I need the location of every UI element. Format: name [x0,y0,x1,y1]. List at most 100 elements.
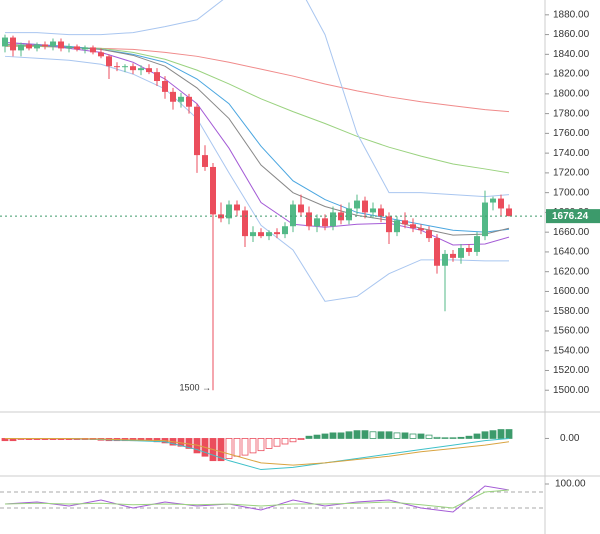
price-label: 1676.24 [552,211,589,222]
candle-body [170,91,176,102]
candle-body [202,155,208,167]
y-tick-label: 100.00 [555,479,586,490]
histogram-bar [449,437,457,439]
candle-body [178,96,184,102]
candle-body [26,44,32,49]
candle-body [298,204,304,213]
candle-body [90,47,96,53]
candle-body [394,220,400,233]
y-tick-label: 1700.00 [553,187,590,198]
histogram-bar [369,431,377,439]
candle-body [306,212,312,227]
candle-body [322,218,328,227]
histogram-bar [465,435,473,439]
histogram-bar [481,431,489,439]
histogram-bar [417,433,425,439]
candle-body [274,232,280,235]
histogram-bar [441,437,449,439]
plot [2,0,512,391]
candle-body [82,47,88,50]
y-tick-label: 1800.00 [553,88,590,99]
histogram-bar [409,433,417,439]
candle-body [2,37,8,47]
histogram-bar [425,434,433,439]
candle-body [466,247,472,252]
histogram-bar [377,431,385,439]
candle-body [426,230,432,239]
candle-body [386,216,392,233]
candle-body [442,253,448,266]
candle-body [98,52,104,57]
candle-body [290,204,296,227]
candle-body [410,224,416,229]
y-tick-label: 1740.00 [553,148,590,159]
candle-body [378,208,384,217]
histogram-bar [257,438,265,452]
candle-body [402,220,408,225]
histogram-bar [329,432,337,439]
y-tick-label: 1820.00 [553,69,590,80]
candle-body [138,68,144,71]
candle-body [362,200,368,213]
candle-body [186,96,192,107]
histogram-bar [225,438,233,459]
histogram-bar [337,432,345,439]
candle-body [50,41,56,47]
candle-body [418,228,424,231]
histogram-bar [489,430,497,439]
histogram-bar [313,434,321,439]
histogram-bar [249,438,257,454]
candle-body [266,232,272,237]
y-tick-label: 1560.00 [553,326,590,337]
y-tick-label: 0.00 [560,433,580,444]
moving-average [4,55,509,302]
candle-body [370,208,376,213]
candle-body [498,198,504,209]
candle-body [250,232,256,237]
y-tick-label: 1620.00 [553,266,590,277]
candle-body [330,212,336,227]
candle-body [154,72,160,82]
candle-body [146,68,152,73]
candle-body [162,81,168,92]
candle-body [114,66,120,68]
histogram-bar [353,430,361,439]
histogram-bar [265,438,273,449]
y-tick-label: 1760.00 [553,128,590,139]
histogram-bar [457,436,465,439]
candle-body [434,238,440,266]
histogram-bar [233,438,241,457]
y-tick-label: 1860.00 [553,29,590,40]
y-tick-label: 1600.00 [553,286,590,297]
candle-body [18,44,24,51]
candle-body [346,208,352,221]
candle-body [74,46,80,50]
indicator-line [5,437,510,466]
y-tick-label: 1500.00 [553,385,590,396]
annotation: 1500 → [179,383,211,393]
histogram-bar [497,429,505,439]
y-tick-label: 1720.00 [553,168,590,179]
candle-body [474,236,480,252]
histogram-bar [297,438,305,440]
y-tick-label: 1540.00 [553,345,590,356]
candle-body [66,46,72,49]
candle-body [226,204,232,219]
candle-body [34,44,40,49]
y-tick-label: 1660.00 [553,227,590,238]
oscillator-line [4,485,510,513]
histogram-bar [361,430,369,439]
candle-body [42,44,48,47]
candle-body [234,204,240,211]
candle-body [482,202,488,237]
y-tick-label: 1520.00 [553,365,590,376]
candle-body [354,200,360,209]
histogram-bar [289,438,297,443]
candle-body [314,218,320,227]
candle-body [450,253,456,258]
histogram-bar [473,433,481,439]
histogram-bar [217,438,225,462]
histogram-bar [393,432,401,439]
